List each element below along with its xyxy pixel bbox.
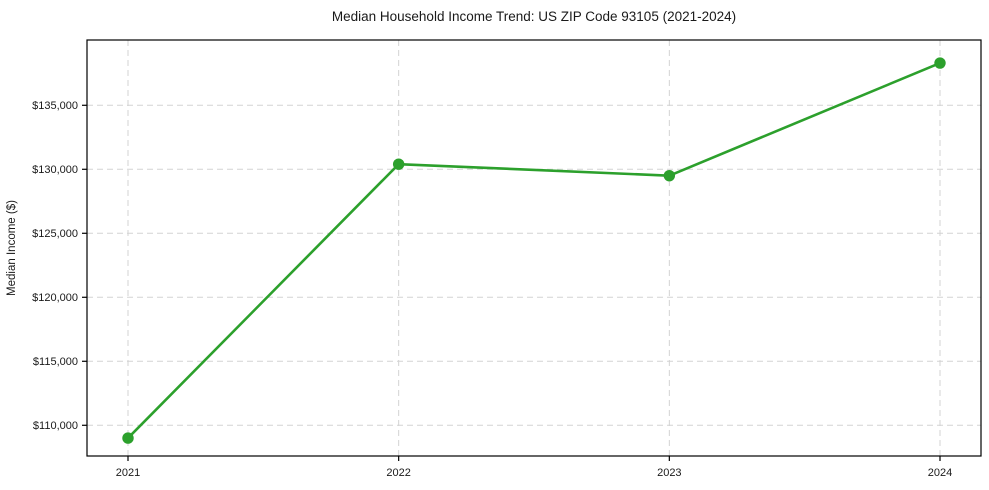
y-tick-label: $115,000: [33, 356, 78, 368]
data-point-2022: [392, 158, 405, 170]
x-tick-label: 2022: [386, 467, 410, 479]
y-tick-label: $110,000: [33, 420, 78, 432]
data-point-2023: [663, 169, 676, 182]
y-tick-label: $125,000: [32, 228, 78, 240]
x-tick-label: 2023: [657, 467, 681, 479]
plot-area: $110,000 $115,000 $120,000 $125,000 $130,000…: [32, 39, 982, 479]
x-tick-label: 2021: [116, 467, 140, 479]
x-tick-label: 2024: [928, 467, 952, 479]
y-tick-label: $130,000: [32, 164, 78, 176]
y-tick-label: $120,000: [32, 292, 78, 304]
y-tick-label: $135,000: [32, 100, 78, 112]
plot-border: [86, 39, 982, 457]
chart-title: Median Household Income Trend: US ZIP Co…: [332, 9, 736, 24]
data-point-2024: [934, 57, 946, 69]
data-point-2021: [122, 432, 134, 444]
trend-line: [126, 61, 942, 440]
y-axis-label: Median Income ($): [6, 200, 18, 296]
